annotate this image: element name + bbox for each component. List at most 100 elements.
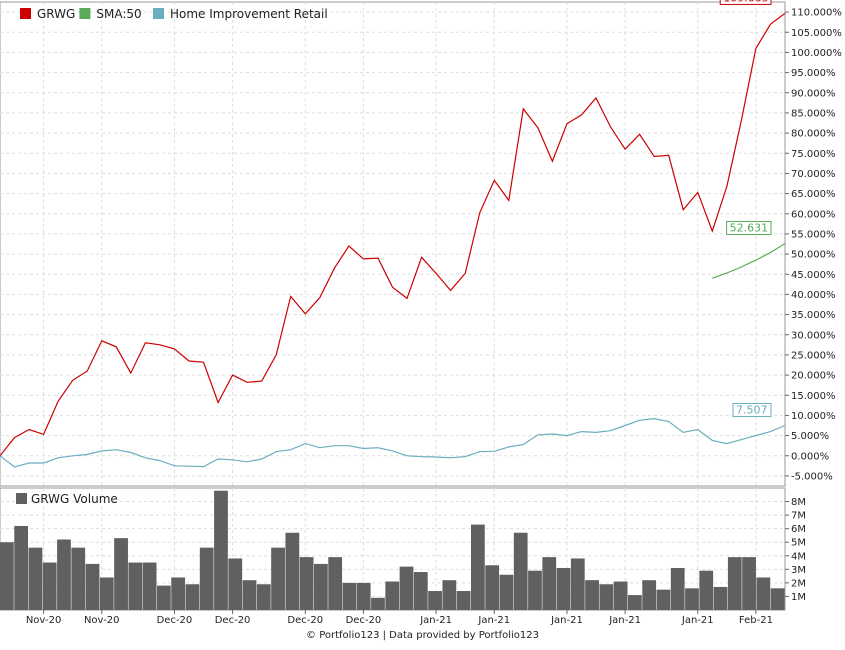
price-y-tick-label: 110.000%: [791, 8, 842, 19]
price-y-tick-label: 85.000%: [791, 108, 836, 119]
volume-bar: [385, 581, 400, 610]
volume-bar: [585, 580, 599, 610]
volume-bar: [770, 588, 785, 610]
price-y-tick-label: 45.000%: [791, 270, 836, 281]
volume-bar: [0, 542, 14, 610]
last-value-label: 52.631: [730, 221, 769, 234]
volume-bar: [14, 525, 29, 610]
volume-bar: [428, 591, 442, 610]
volume-bar: [99, 577, 114, 610]
volume-bar: [271, 547, 285, 610]
volume-bar: [613, 581, 628, 610]
volume-bar: [371, 597, 385, 610]
last-value-label: 7.507: [736, 403, 768, 416]
series-line-sma-50: [712, 242, 786, 279]
x-tick-label: Jan-21: [477, 615, 510, 626]
volume-bar: [485, 565, 500, 610]
legend-swatch: [153, 8, 164, 19]
volume-bar: [756, 577, 771, 610]
volume-bar: [142, 562, 157, 610]
legend-swatch: [16, 493, 27, 504]
volume-bar: [642, 580, 657, 610]
price-y-tick-label: 55.000%: [791, 229, 836, 240]
price-y-tick-label: 60.000%: [791, 209, 836, 220]
x-tick-label: Nov-20: [26, 615, 62, 626]
price-y-tick-label: 80.000%: [791, 129, 836, 140]
volume-bars: [0, 490, 785, 610]
volume-bar: [71, 547, 86, 610]
volume-bar: [285, 532, 300, 610]
price-y-tick-label: -5.000%: [791, 471, 833, 482]
x-tick-label: Jan-21: [681, 615, 714, 626]
last-value-box: [719, 0, 772, 5]
volume-bar: [599, 584, 614, 610]
volume-bar: [171, 577, 186, 610]
volume-bar: [528, 570, 542, 610]
volume-y-tick-label: 4M: [791, 551, 806, 562]
volume-bar: [157, 585, 171, 610]
volume-bar: [670, 567, 685, 610]
price-panel: -5.000% 0.000% 5.000% 10.000% 15.000% 20.000%…: [0, 0, 842, 487]
price-y-tick-label: 15.000%: [791, 391, 836, 402]
volume-bar: [242, 580, 257, 610]
volume-bar: [699, 570, 714, 610]
price-y-tick-label: 20.000%: [791, 371, 836, 382]
price-series: 109.665 52.631 7.507: [0, 0, 786, 468]
volume-bar: [685, 588, 699, 610]
volume-bar: [556, 567, 571, 610]
volume-bar: [299, 557, 314, 610]
volume-bar: [442, 580, 457, 610]
volume-bar: [114, 538, 128, 610]
legend-entry: SMA:50: [96, 7, 141, 21]
volume-bar: [199, 547, 214, 610]
volume-y-tick-label: 1M: [791, 592, 806, 603]
x-tick-label: Nov-20: [84, 615, 120, 626]
price-y-tick-label: 35.000%: [791, 310, 836, 321]
x-tick-label: Jan-21: [608, 615, 641, 626]
price-y-tick-label: 5.000%: [791, 431, 829, 442]
last-value-label: 109.665: [723, 0, 769, 4]
series-line-grwg: [0, 12, 786, 457]
series-line-home-improvement-retail: [0, 417, 786, 468]
volume-y-tick-label: 8M: [791, 497, 806, 508]
price-gridlines: [0, 2, 785, 486]
volume-bar: [399, 566, 414, 610]
footer-credit: © Portfolio123 | Data provided by Portfo…: [306, 630, 539, 641]
volume-bar: [28, 547, 43, 610]
volume-y-tick-label: 7M: [791, 511, 806, 522]
volume-bar: [656, 589, 671, 610]
legend-entry: Home Improvement Retail: [170, 7, 328, 21]
x-tick-label: Jan-21: [550, 615, 583, 626]
volume-bar: [456, 591, 471, 610]
price-y-tick-label: 105.000%: [791, 28, 842, 39]
volume-bar: [214, 490, 228, 610]
price-y-tick-label: 75.000%: [791, 149, 836, 160]
volume-legend: GRWG Volume: [16, 492, 118, 506]
legend-swatch: [79, 8, 91, 19]
volume-y-tick-label: 3M: [791, 565, 806, 576]
price-panel-frame: [0, 1, 786, 487]
volume-bar: [742, 557, 756, 610]
last-value-box: [726, 220, 772, 235]
price-y-tick-label: 30.000%: [791, 330, 836, 341]
volume-bar: [713, 586, 728, 610]
volume-bar: [256, 584, 271, 610]
price-y-tick-label: 100.000%: [791, 48, 842, 59]
volume-bar: [128, 562, 143, 610]
volume-bar: [570, 558, 585, 610]
volume-bar: [727, 557, 742, 610]
volume-y-tick-label: 6M: [791, 524, 806, 535]
volume-panel: 1M 2M 3M 4M 5M 6M 7M 8M GRWG Volume: [0, 487, 806, 611]
volume-bar: [328, 557, 343, 610]
volume-bar: [542, 557, 557, 610]
volume-bar: [42, 562, 57, 610]
price-y-tick-label: 25.000%: [791, 350, 836, 361]
volume-y-tick-label: 2M: [791, 578, 806, 589]
price-legend: GRWG SMA:50 Home Improvement Retail: [20, 7, 328, 21]
volume-bar: [57, 539, 71, 610]
price-y-axis: -5.000% 0.000% 5.000% 10.000% 15.000% 20.000%…: [785, 8, 842, 482]
price-y-tick-label: 50.000%: [791, 250, 836, 261]
volume-bar: [499, 574, 514, 610]
x-tick-label: Feb-21: [739, 615, 773, 626]
